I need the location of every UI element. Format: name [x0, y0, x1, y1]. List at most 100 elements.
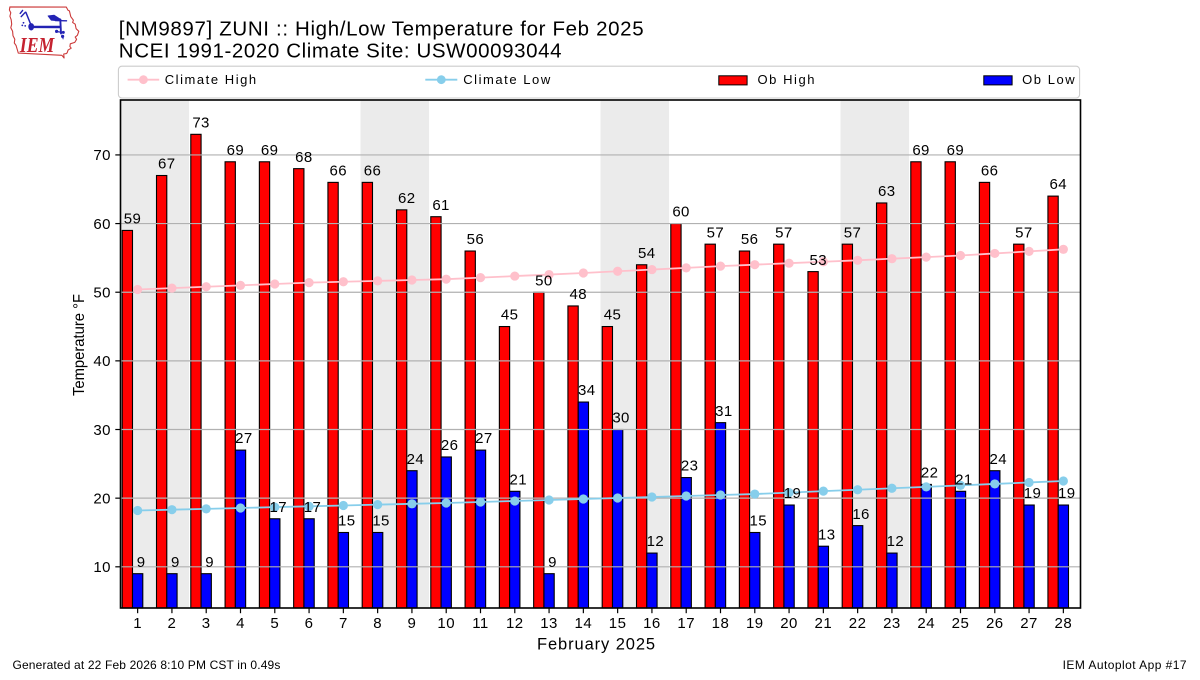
svg-text:16: 16	[852, 506, 870, 523]
svg-text:60: 60	[672, 204, 690, 221]
svg-text:64: 64	[1049, 176, 1067, 193]
svg-text:69: 69	[261, 142, 279, 159]
svg-text:63: 63	[878, 183, 896, 200]
svg-text:56: 56	[741, 231, 759, 248]
svg-text:30: 30	[612, 410, 630, 427]
svg-text:Generated at 22 Feb 2026 8:10: Generated at 22 Feb 2026 8:10 PM CST in …	[13, 658, 281, 672]
svg-text:18: 18	[712, 615, 730, 632]
svg-text:68: 68	[295, 149, 313, 166]
svg-text:20: 20	[93, 490, 111, 507]
svg-text:Ob Low: Ob Low	[1022, 72, 1076, 87]
svg-text:50: 50	[93, 285, 111, 302]
svg-text:66: 66	[329, 163, 347, 180]
svg-text:2: 2	[168, 615, 177, 632]
svg-text:30: 30	[93, 422, 111, 439]
svg-text:15: 15	[749, 513, 767, 530]
svg-text:20: 20	[780, 615, 798, 632]
svg-text:Temperature °F: Temperature °F	[71, 294, 88, 396]
svg-text:57: 57	[775, 224, 793, 241]
svg-text:69: 69	[912, 142, 930, 159]
svg-text:57: 57	[1015, 224, 1033, 241]
svg-text:26: 26	[986, 615, 1004, 632]
svg-text:73: 73	[192, 114, 210, 131]
svg-text:[NM9897] ZUNI :: High/Low Temp: [NM9897] ZUNI :: High/Low Temperature fo…	[119, 17, 645, 40]
svg-text:13: 13	[818, 526, 836, 543]
svg-text:9: 9	[137, 554, 146, 571]
svg-text:11: 11	[472, 615, 489, 632]
svg-text:23: 23	[883, 615, 901, 632]
svg-text:19: 19	[746, 615, 764, 632]
svg-text:57: 57	[707, 224, 725, 241]
svg-text:22: 22	[849, 615, 867, 632]
svg-text:1: 1	[133, 615, 142, 632]
svg-text:Ob High: Ob High	[758, 72, 817, 87]
svg-text:13: 13	[540, 615, 558, 632]
svg-text:17: 17	[677, 615, 695, 632]
svg-text:69: 69	[947, 142, 965, 159]
svg-text:57: 57	[844, 224, 862, 241]
svg-text:28: 28	[1055, 615, 1073, 632]
svg-text:9: 9	[171, 554, 180, 571]
svg-text:10: 10	[437, 615, 455, 632]
svg-text:66: 66	[981, 163, 999, 180]
svg-text:9: 9	[408, 615, 417, 632]
svg-text:62: 62	[398, 190, 416, 207]
svg-text:21: 21	[815, 615, 833, 632]
svg-text:45: 45	[604, 307, 622, 324]
svg-text:24: 24	[989, 451, 1007, 468]
svg-text:15: 15	[372, 513, 390, 530]
svg-text:17: 17	[304, 499, 322, 516]
svg-text:19: 19	[1024, 485, 1042, 502]
svg-text:27: 27	[475, 430, 493, 447]
svg-text:4: 4	[236, 615, 245, 632]
svg-text:NCEI 1991-2020 Climate Site: U: NCEI 1991-2020 Climate Site: USW00093044	[119, 39, 562, 62]
svg-text:66: 66	[364, 163, 382, 180]
svg-text:IEM Autoplot App #17: IEM Autoplot App #17	[1063, 658, 1187, 672]
svg-text:56: 56	[467, 231, 485, 248]
svg-text:48: 48	[569, 286, 587, 303]
svg-text:21: 21	[509, 471, 527, 488]
svg-text:59: 59	[124, 211, 142, 228]
svg-text:50: 50	[535, 272, 553, 289]
svg-text:9: 9	[548, 554, 557, 571]
svg-text:34: 34	[578, 382, 596, 399]
svg-text:19: 19	[784, 485, 802, 502]
svg-text:19: 19	[1058, 485, 1076, 502]
svg-text:9: 9	[205, 554, 214, 571]
svg-text:26: 26	[441, 437, 459, 454]
svg-text:24: 24	[407, 451, 425, 468]
svg-text:54: 54	[638, 245, 656, 262]
svg-text:February 2025: February 2025	[537, 636, 656, 654]
svg-text:53: 53	[809, 252, 827, 269]
svg-text:5: 5	[270, 615, 279, 632]
svg-text:60: 60	[93, 216, 111, 233]
svg-text:25: 25	[952, 615, 970, 632]
svg-text:12: 12	[887, 533, 905, 550]
svg-text:10: 10	[93, 559, 111, 576]
svg-text:8: 8	[373, 615, 382, 632]
svg-text:14: 14	[575, 615, 593, 632]
svg-text:3: 3	[202, 615, 211, 632]
svg-text:69: 69	[227, 142, 245, 159]
svg-text:Climate Low: Climate Low	[463, 72, 552, 87]
svg-text:15: 15	[609, 615, 627, 632]
svg-text:7: 7	[339, 615, 348, 632]
svg-text:23: 23	[681, 458, 699, 475]
svg-text:22: 22	[921, 465, 939, 482]
svg-text:31: 31	[715, 403, 733, 420]
svg-text:45: 45	[501, 307, 519, 324]
svg-text:24: 24	[917, 615, 935, 632]
svg-text:16: 16	[643, 615, 661, 632]
svg-text:21: 21	[955, 471, 973, 488]
svg-text:61: 61	[432, 197, 450, 214]
svg-text:27: 27	[1020, 615, 1038, 632]
svg-text:IEM: IEM	[19, 33, 55, 57]
svg-text:70: 70	[93, 147, 111, 164]
svg-text:67: 67	[158, 156, 176, 173]
svg-text:12: 12	[647, 533, 665, 550]
svg-text:40: 40	[93, 353, 111, 370]
svg-text:17: 17	[269, 499, 287, 516]
svg-text:15: 15	[338, 513, 356, 530]
svg-text:27: 27	[235, 430, 253, 447]
svg-text:Climate High: Climate High	[165, 72, 258, 87]
